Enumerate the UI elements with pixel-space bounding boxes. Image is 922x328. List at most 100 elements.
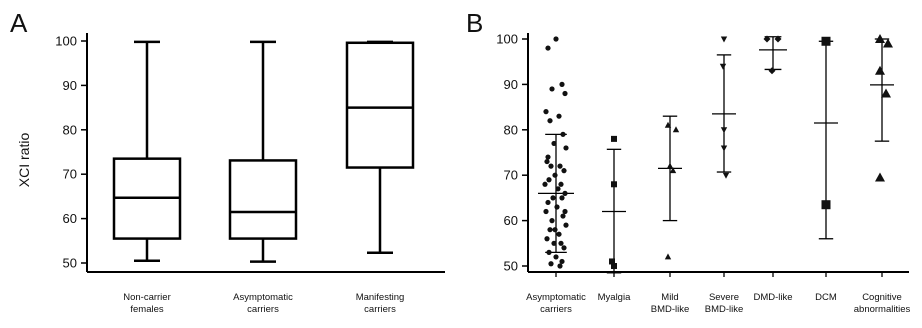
data-point-circle (543, 208, 549, 215)
series-dmd-like (759, 35, 787, 75)
panel-a-y-tick-label: 60 (63, 211, 77, 226)
data-point-triangle (672, 126, 680, 133)
data-point-circle (543, 109, 549, 115)
data-point-circle (554, 204, 560, 210)
panel-b-category-label: Asymptomatic carriers (526, 292, 586, 315)
data-point-circle (557, 263, 563, 269)
data-point-circle (544, 158, 550, 165)
panel-b-series (538, 34, 894, 274)
data-point-circle (558, 181, 564, 187)
panel-b-y-tick-label: 80 (504, 122, 518, 137)
data-point-square (611, 263, 617, 269)
panel-b-category-label: DMD-like (753, 292, 792, 303)
panel-a-category-label: Non-carrier females (123, 292, 171, 315)
data-point-triangle (881, 88, 891, 98)
data-point-triangle (875, 172, 885, 182)
data-point-circle (550, 195, 556, 201)
box-iqr (228, 159, 298, 240)
series-myalgia (602, 135, 626, 274)
data-point-circle (548, 261, 554, 267)
panel-a-category-label: Manifesting carriers (356, 292, 405, 315)
data-point-triangle (875, 65, 885, 75)
data-point-circle (561, 168, 567, 174)
data-point-diamond (768, 67, 776, 75)
data-point-triangle-down (720, 36, 728, 43)
panel-a-y-tick-label: 100 (55, 34, 77, 49)
series-dcm (814, 36, 838, 240)
panel-b-y-ticks: 50 60 70 80 90 100 (496, 32, 883, 277)
panel-a-axes (86, 33, 445, 273)
data-point-triangle (664, 253, 672, 260)
data-point-square (821, 36, 831, 46)
data-point-circle (562, 90, 568, 97)
data-point-circle (559, 81, 565, 87)
panel-b-y-tick-label: 90 (504, 77, 518, 92)
box-iqr (345, 41, 415, 169)
data-point-triangle (883, 38, 893, 48)
data-point-circle (545, 154, 551, 160)
data-point-triangle (875, 34, 885, 43)
panel-b-category-labels: Asymptomatic carriers Myalgia Mild BMD-like S… (526, 292, 910, 315)
panel-a-category-labels: Non-carrier females Asymptomatic carriers Ma… (123, 292, 404, 315)
panel-b-category-label: Mild BMD-like (651, 292, 690, 315)
data-point-circle (562, 208, 568, 215)
data-point-circle (547, 118, 553, 124)
panel-b-letter: B (466, 8, 483, 38)
data-point-diamond (774, 35, 782, 43)
panel-a-y-axis-label: XCI ratio (16, 133, 32, 188)
data-point-triangle-down (720, 127, 728, 134)
data-point-triangle-down (719, 63, 727, 70)
series-mild-bmd-like (658, 115, 682, 260)
data-point-circle (560, 213, 566, 219)
panel-a-boxes (112, 40, 415, 263)
data-point-circle (556, 231, 562, 237)
data-point-circle (551, 140, 557, 147)
data-point-circle (557, 163, 563, 169)
data-point-circle (547, 227, 553, 233)
panel-a-y-ticks: 50 60 70 80 90 100 (55, 34, 87, 271)
panel-a-y-tick-label: 80 (63, 122, 77, 137)
data-point-diamond (763, 35, 771, 43)
panel-b-axes (527, 33, 909, 273)
panel-a-category-label: Asymptomatic carriers (233, 292, 293, 315)
data-point-square (821, 200, 831, 210)
panel-a: A XCI ratio 50 60 70 80 90 100 Non-carrier fem… (10, 8, 445, 315)
data-point-triangle (664, 121, 672, 128)
data-point-circle (546, 249, 552, 255)
data-point-circle (549, 218, 555, 224)
series-asymptomatic-carriers (538, 36, 574, 269)
data-point-circle (563, 222, 569, 228)
data-point-triangle-down (720, 145, 728, 152)
panel-b: B 50 60 70 80 90 100 Asymptomatic carriers Myal… (466, 8, 910, 315)
data-point-circle (552, 172, 558, 178)
panel-b-y-tick-label: 70 (504, 168, 518, 183)
data-point-circle (561, 245, 567, 251)
panel-a-letter: A (10, 8, 28, 38)
data-point-triangle (666, 162, 674, 169)
data-point-square (611, 181, 617, 188)
panel-a-y-tick-label: 90 (63, 78, 77, 93)
data-point-triangle (669, 167, 677, 174)
box-manifesting-carriers (345, 40, 415, 255)
panel-b-category-label: Severe BMD-like (705, 292, 744, 315)
panel-b-y-tick-label: 60 (504, 213, 518, 228)
panel-b-category-label: Cognitive abnormalities (854, 292, 911, 315)
data-point-circle (559, 195, 565, 201)
data-point-circle (553, 36, 559, 42)
data-point-circle (546, 177, 552, 183)
data-point-circle (563, 145, 569, 151)
data-point-circle (545, 45, 551, 51)
data-point-circle (548, 163, 554, 169)
series-severe-bmd-like (712, 36, 736, 179)
data-point-circle (558, 240, 564, 246)
panel-b-category-label: Myalgia (598, 292, 631, 303)
box-asymptomatic-carriers (228, 40, 298, 263)
data-point-square (609, 258, 615, 265)
data-point-circle (549, 86, 555, 92)
panel-a-y-tick-label: 70 (63, 167, 77, 182)
data-point-circle (551, 240, 557, 246)
data-point-circle (544, 236, 550, 242)
data-point-circle (556, 113, 562, 119)
panel-b-y-tick-label: 100 (496, 32, 518, 47)
data-point-circle (560, 131, 566, 137)
